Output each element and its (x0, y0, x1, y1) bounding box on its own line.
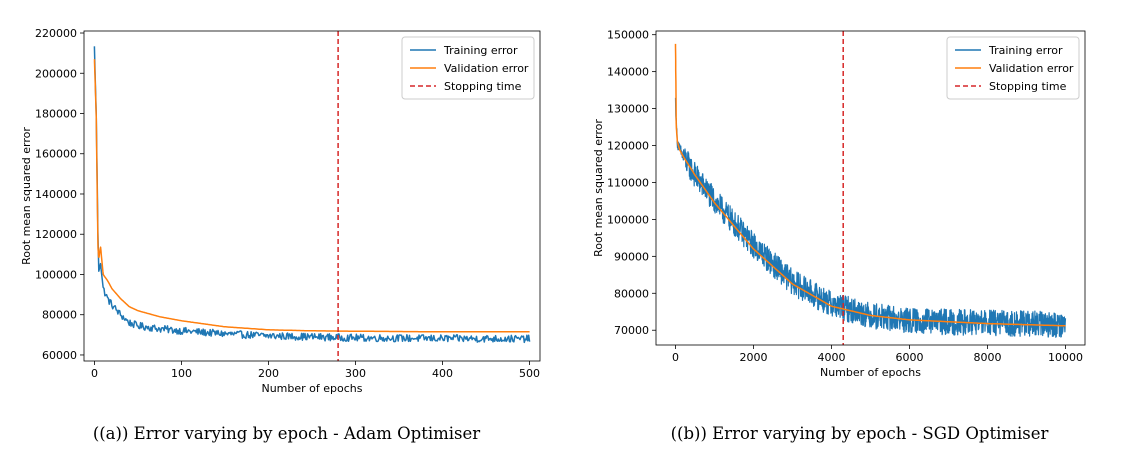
y-tick-label: 100000 (35, 268, 77, 281)
y-tick-label: 130000 (607, 103, 649, 116)
series-line-validation (93, 59, 530, 333)
x-tick-label: 100 (171, 367, 192, 380)
y-tick-label: 90000 (614, 250, 649, 263)
chart-sgd: 0 2000 4000 6000 8000 10000 70000 80000 90000 100… (592, 29, 1086, 379)
y-tick-label: 120000 (35, 228, 77, 241)
y-tick-label: 110000 (607, 176, 649, 189)
chart-panel-sgd: 0 2000 4000 6000 8000 10000 70000 80000 90000 100… (573, 0, 1146, 468)
series-line-training (674, 97, 1067, 338)
x-tick-label: 0 (672, 351, 679, 364)
x-tick-label: 10000 (1048, 351, 1083, 364)
x-tick-label: 400 (432, 367, 453, 380)
x-tick-label: 6000 (896, 351, 924, 364)
y-tick-label: 150000 (607, 29, 649, 42)
y-tick-label: 160000 (35, 148, 77, 161)
series-line-validation (674, 43, 1066, 327)
legend: Training error Validation error Stopping t… (401, 36, 535, 100)
chart-adam: 0 100 200 300 400 500 60000 80000 100000 120000 14… (20, 27, 541, 395)
y-axis-label: Root mean squared error (592, 119, 605, 257)
y-tick-label: 180000 (35, 108, 77, 121)
y-tick-label: 140000 (35, 188, 77, 201)
caption-sgd: ((b)) Error varying by epoch - SGD Optim… (670, 424, 1049, 443)
y-axis-label: Root mean squared error (20, 127, 33, 265)
x-tick-label: 0 (91, 367, 98, 380)
legend-label: Training error (988, 44, 1063, 57)
x-tick-label: 500 (519, 367, 540, 380)
axes-frame (655, 30, 1086, 346)
x-tick-label: 4000 (818, 351, 846, 364)
plot-area (674, 43, 1067, 338)
y-tick-label: 100000 (607, 213, 649, 226)
legend-box (946, 36, 1080, 100)
legend: Training error Validation error Stopping t… (946, 36, 1080, 100)
x-tick-label: 300 (345, 367, 366, 380)
y-tick-label: 120000 (607, 140, 649, 153)
legend-label: Training error (443, 44, 518, 57)
caption-adam: ((a)) Error varying by epoch - Adam Opti… (92, 424, 481, 443)
x-tick-label: 200 (258, 367, 279, 380)
y-tick-label: 60000 (42, 349, 77, 362)
plot-area (93, 46, 531, 344)
legend-label: Stopping time (989, 80, 1067, 93)
y-tick-label: 220000 (35, 27, 77, 40)
x-tick-label: 8000 (974, 351, 1002, 364)
y-tick-label: 140000 (607, 66, 649, 79)
x-tick-label: 2000 (740, 351, 768, 364)
legend-label: Validation error (989, 62, 1074, 75)
x-axis-label: Number of epochs (820, 366, 921, 379)
chart-panel-adam: 0 100 200 300 400 500 60000 80000 100000 120000 14… (0, 0, 573, 468)
legend-label: Validation error (444, 62, 529, 75)
y-tick-label: 70000 (614, 324, 649, 337)
x-axis-label: Number of epochs (261, 382, 362, 395)
legend-box (401, 36, 535, 100)
y-tick-label: 80000 (42, 309, 77, 322)
series-line-training (93, 46, 531, 344)
legend-label: Stopping time (444, 80, 522, 93)
y-tick-label: 200000 (35, 67, 77, 80)
y-tick-label: 80000 (614, 287, 649, 300)
axes-frame (83, 30, 541, 362)
